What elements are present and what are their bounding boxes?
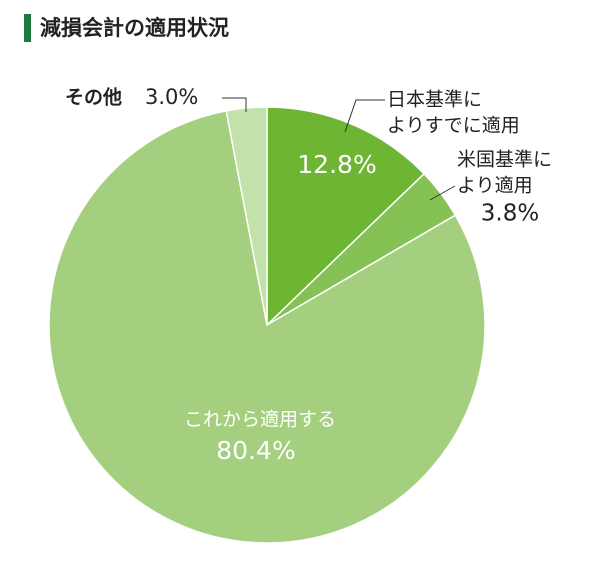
slice-label: 日本基準に: [387, 89, 482, 111]
slice-label: よりすでに適用: [387, 115, 520, 137]
pie-slice: [48, 109, 486, 544]
slice-label: これから適用する: [184, 409, 336, 431]
slice-label: より適用: [457, 175, 533, 197]
slice-label: その他: [65, 86, 122, 109]
pie-slice: [266, 106, 426, 327]
title-marker: [24, 14, 31, 42]
value-label: 3.8%: [481, 201, 539, 227]
value-label: 80.4%: [216, 436, 295, 465]
leader-line: [344, 99, 385, 133]
slice-label: 米国基準に: [457, 149, 552, 171]
value-label: 3.0%: [145, 85, 198, 109]
leader-line: [429, 185, 456, 201]
chart-title: 減損会計の適用状況: [40, 16, 229, 40]
value-label: 12.8%: [297, 150, 376, 179]
leader-line: [222, 97, 247, 112]
